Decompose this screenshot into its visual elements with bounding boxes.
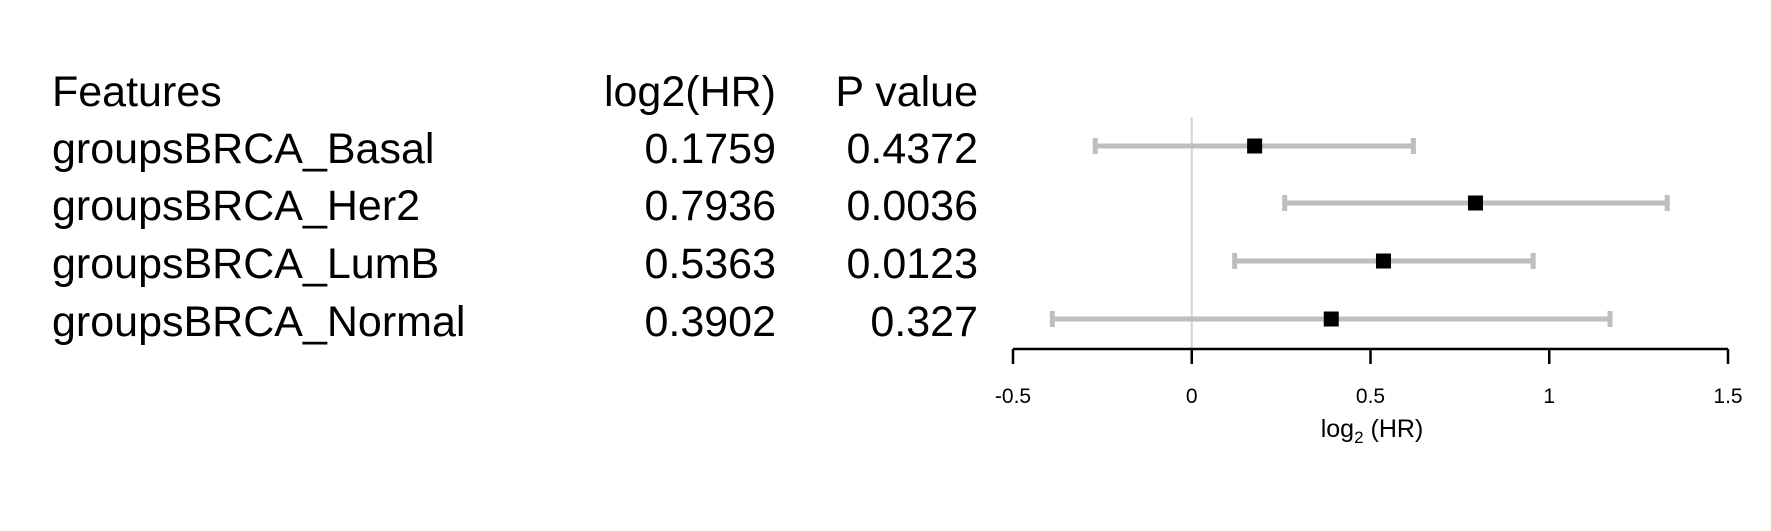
table-header: Features log2(HR) P value	[52, 68, 978, 116]
row-log2hr: 0.5363	[644, 240, 776, 288]
x-axis-title-base: log	[1321, 415, 1354, 443]
point-estimate	[1375, 253, 1391, 269]
row-feature: groupsBRCA_LumB	[52, 240, 439, 288]
x-tick-label: -0.5	[995, 385, 1031, 408]
x-tick-label: 0	[1186, 385, 1198, 408]
table-row: groupsBRCA_Basal 0.1759 0.4372	[52, 125, 978, 173]
header-features: Features	[52, 68, 222, 116]
row-feature: groupsBRCA_Her2	[52, 182, 420, 230]
x-tick-label: 0.5	[1356, 385, 1385, 408]
point-estimate	[1323, 311, 1339, 327]
table-row: groupsBRCA_Normal 0.3902 0.327	[52, 298, 978, 346]
point-estimate	[1247, 138, 1263, 154]
table-body: groupsBRCA_Basal 0.1759 0.4372 groupsBRC…	[52, 125, 978, 346]
header-pvalue: P value	[835, 68, 978, 116]
x-axis-title: log2 (HR)	[1321, 415, 1424, 447]
header-log2hr: log2(HR)	[604, 68, 776, 116]
row-log2hr: 0.7936	[644, 182, 776, 230]
row-feature: groupsBRCA_Basal	[52, 125, 434, 173]
x-axis-title-suffix: (HR)	[1364, 415, 1424, 443]
row-log2hr: 0.1759	[644, 125, 776, 173]
row-pvalue: 0.327	[870, 298, 978, 346]
x-axis-title-subscript: 2	[1354, 428, 1363, 447]
row-pvalue: 0.4372	[846, 125, 978, 173]
row-pvalue: 0.0123	[846, 240, 978, 288]
table-row: groupsBRCA_LumB 0.5363 0.0123	[52, 240, 978, 288]
row-feature: groupsBRCA_Normal	[52, 298, 465, 346]
x-tick-label: 1.5	[1713, 385, 1742, 408]
plot-area: -0.5 0 0.5 1 1.5	[995, 117, 1743, 408]
row-log2hr: 0.3902	[644, 298, 776, 346]
row-pvalue: 0.0036	[846, 182, 978, 230]
point-estimate	[1467, 195, 1483, 211]
x-tick-label: 1	[1543, 385, 1555, 408]
table-row: groupsBRCA_Her2 0.7936 0.0036	[52, 182, 978, 230]
